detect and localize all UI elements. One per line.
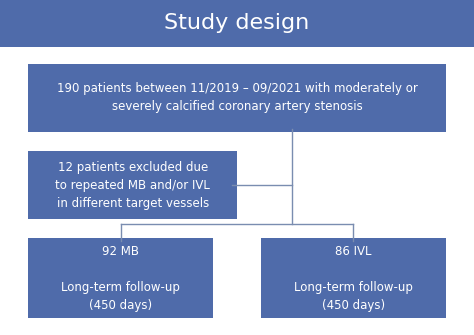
FancyBboxPatch shape	[28, 64, 446, 132]
Text: 190 patients between 11/2019 – 09/2021 with moderately or
severely calcified cor: 190 patients between 11/2019 – 09/2021 w…	[56, 82, 418, 114]
Text: 12 patients excluded due
to repeated MB and/or IVL
in different target vessels: 12 patients excluded due to repeated MB …	[55, 160, 210, 210]
FancyBboxPatch shape	[28, 238, 213, 318]
FancyBboxPatch shape	[28, 151, 237, 219]
Text: 86 IVL

Long-term follow-up
(450 days): 86 IVL Long-term follow-up (450 days)	[294, 245, 412, 312]
Text: 92 MB

Long-term follow-up
(450 days): 92 MB Long-term follow-up (450 days)	[62, 245, 180, 312]
FancyBboxPatch shape	[0, 0, 474, 47]
Text: Study design: Study design	[164, 13, 310, 34]
FancyBboxPatch shape	[261, 238, 446, 318]
